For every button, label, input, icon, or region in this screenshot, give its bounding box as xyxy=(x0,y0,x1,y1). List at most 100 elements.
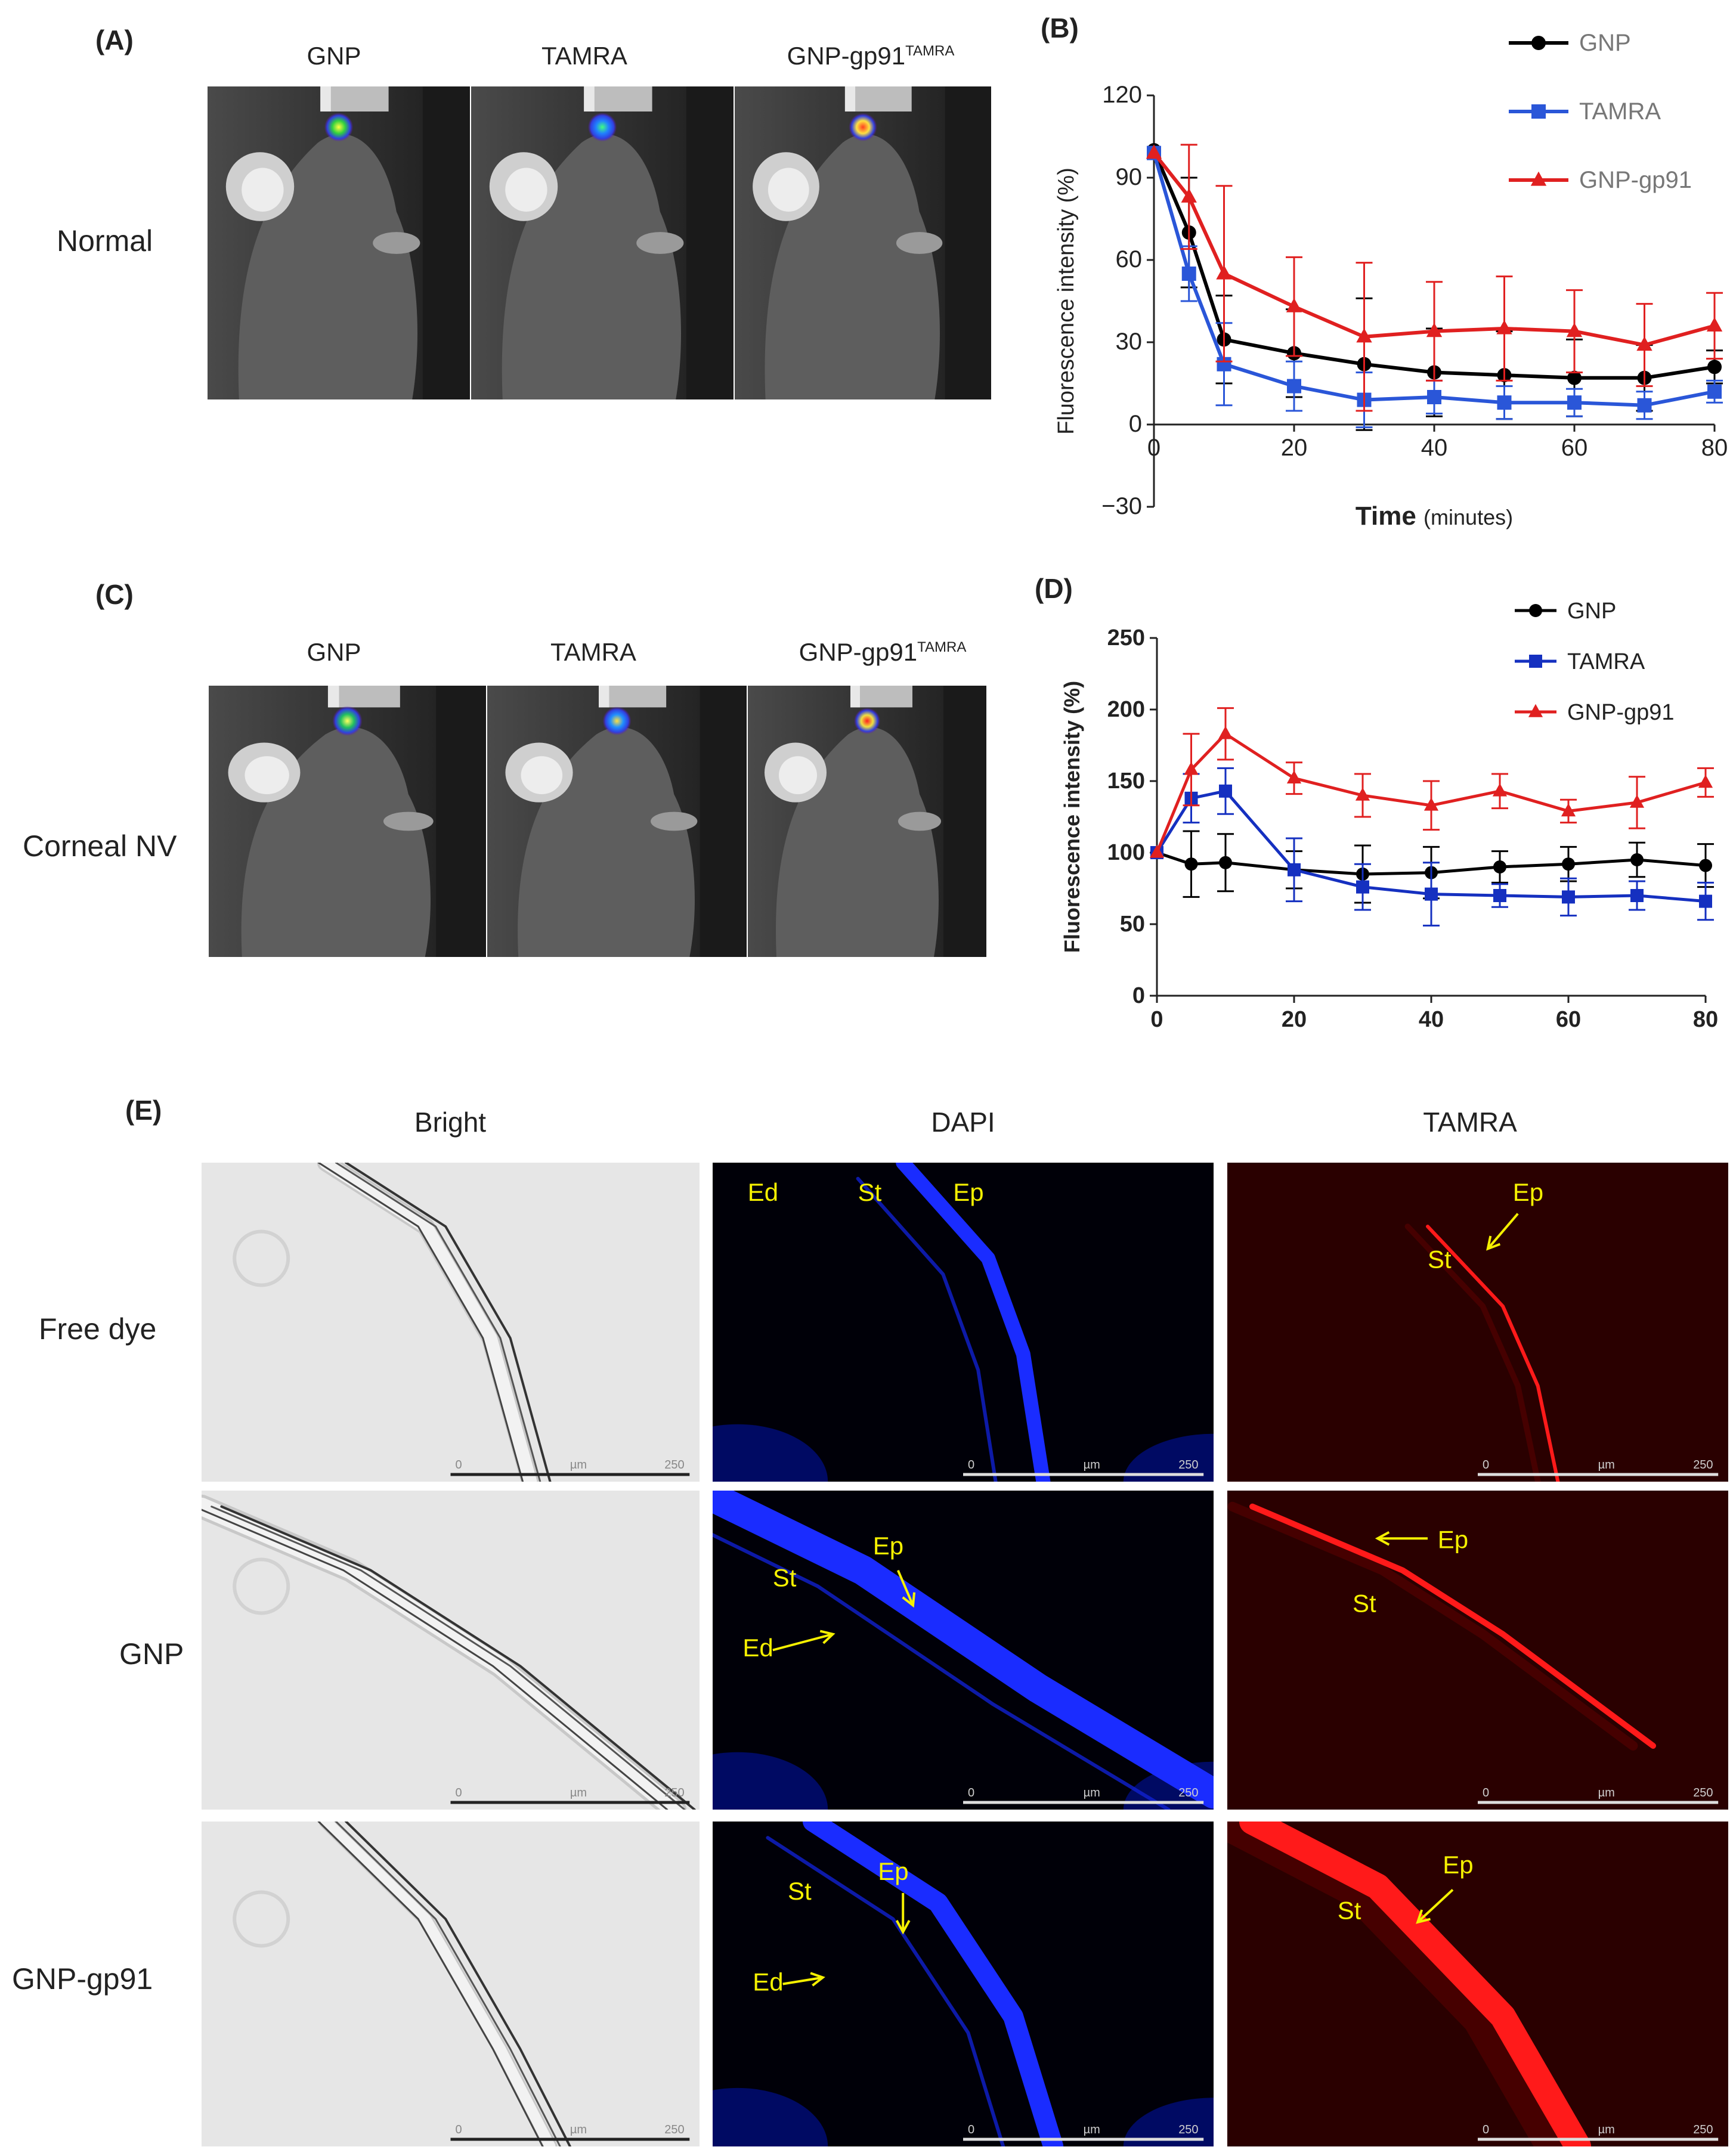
mouse-photo-art xyxy=(208,86,470,399)
y-axis-label: Fluorescence intensity (%) xyxy=(1054,168,1079,435)
scale-bar-label: 0 xyxy=(968,1786,974,1799)
annotation-st: St xyxy=(1428,1246,1452,1274)
tissue-band xyxy=(803,1822,1064,2146)
scale-bar-label: 0 xyxy=(1483,1786,1489,1799)
y-tick-label: 0 xyxy=(1129,411,1142,437)
data-point xyxy=(1561,803,1576,817)
legend-marker xyxy=(1530,171,1547,186)
series-line xyxy=(1152,151,1715,347)
annotation-arrowhead xyxy=(1416,1909,1431,1924)
tissue-band xyxy=(335,1163,541,1482)
mouse-photo-art xyxy=(735,86,991,399)
data-point xyxy=(1567,370,1582,385)
annotation-arrow xyxy=(896,1569,914,1606)
tissue-band xyxy=(896,1163,1051,1482)
data-point xyxy=(1355,787,1370,801)
micrograph-gp91-dapi: 0 µm 250 St Ep Ed xyxy=(713,1822,1214,2146)
annotation-st: St xyxy=(773,1564,797,1592)
y-tick-label: 90 xyxy=(1116,164,1143,190)
data-point xyxy=(1497,395,1512,410)
mouse-image-normal-gnp-gp91 xyxy=(735,86,991,399)
legend-label: TAMRA xyxy=(1567,649,1645,674)
scale-bar-label: µm xyxy=(1598,1458,1615,1472)
annotation-ep: Ep xyxy=(878,1857,908,1885)
tissue-band xyxy=(345,1822,571,2146)
legend-marker xyxy=(1529,604,1542,617)
legend-label: GNP xyxy=(1567,599,1616,624)
data-point xyxy=(1492,783,1508,797)
data-point xyxy=(1423,797,1439,811)
scale-bar-label: 0 xyxy=(1483,2123,1489,2136)
scale-bar-label: 250 xyxy=(1178,2123,1198,2136)
micrograph-art: 0 µm 250 xyxy=(202,1163,700,1482)
x-tick-label: 20 xyxy=(1281,435,1308,461)
data-point xyxy=(1286,770,1302,783)
eye-signal-spot xyxy=(587,113,617,142)
panel-e-col-tamra: TAMRA xyxy=(1423,1107,1517,1138)
y-tick-label: 250 xyxy=(1107,625,1145,650)
panel-a-col-tamra: TAMRA xyxy=(541,42,627,70)
data-point xyxy=(1629,794,1645,808)
tissue-band xyxy=(319,1163,537,1482)
y-tick-label: 100 xyxy=(1107,840,1145,865)
legend: GNP TAMRA GNP-gp91 xyxy=(1515,599,1675,725)
panel-a-col-gnp: GNP xyxy=(307,42,361,70)
data-point xyxy=(1181,267,1196,281)
mouse-image-nv-gnp-gp91 xyxy=(748,686,986,957)
data-point xyxy=(1699,894,1712,908)
series-line xyxy=(1152,152,1715,407)
legend-label: GNP-gp91 xyxy=(1579,167,1692,193)
data-point xyxy=(1288,863,1301,876)
x-axis-label: Time (minutes) xyxy=(1356,501,1513,531)
mouse-photo-art xyxy=(209,686,486,957)
scale-bar-label: µm xyxy=(1598,2123,1615,2136)
annotation-ep: Ep xyxy=(873,1532,903,1560)
panel-c-row-corneal-nv: Corneal NV xyxy=(23,829,177,863)
eye-signal-spot xyxy=(324,113,354,142)
micrograph-gp91-bright: 0 µm 250 xyxy=(202,1822,700,2146)
y-tick-label: 150 xyxy=(1107,769,1145,794)
eye-signal-spot xyxy=(602,707,632,736)
scale-bar-label: 250 xyxy=(1178,1786,1198,1799)
annotation-ed: Ed xyxy=(748,1178,778,1206)
y-tick-label: 50 xyxy=(1120,912,1145,937)
tissue-band xyxy=(1227,1501,1638,1751)
x-tick-label: 60 xyxy=(1561,435,1588,461)
annotation-arrowhead xyxy=(902,1592,916,1608)
tissue-band xyxy=(211,1506,686,1810)
annotation-ep: Ep xyxy=(953,1178,983,1206)
x-tick-label: 60 xyxy=(1556,1007,1581,1032)
tissue-band xyxy=(317,1163,524,1482)
tissue-band xyxy=(317,1822,544,2146)
x-tick-label: 80 xyxy=(1693,1007,1718,1032)
data-point xyxy=(1698,775,1713,788)
panel-c-col-gnp-gp91: GNP-gp91TAMRA xyxy=(799,638,967,666)
annotation-st: St xyxy=(1353,1589,1376,1617)
x-tick-label: 0 xyxy=(1147,435,1161,461)
scale-bar-label: 0 xyxy=(456,1786,462,1799)
legend-marker xyxy=(1531,36,1546,50)
micrograph-gnp-tamra: 0 µm 250 Ep St xyxy=(1227,1491,1728,1810)
annotation-arrow xyxy=(1487,1213,1519,1250)
data-point xyxy=(1562,890,1575,904)
micrograph-gp91-tamra: 0 µm 250 Ep St xyxy=(1227,1822,1728,2146)
scale-bar-label: 250 xyxy=(664,2123,684,2136)
micrograph-art: 0 µm 250 St Ep Ed xyxy=(713,1491,1214,1810)
mouse-image-normal-gnp xyxy=(208,86,470,399)
scale-bar-label: 250 xyxy=(1693,1786,1713,1799)
panel-c-label: (C) xyxy=(95,579,134,610)
scale-bar-label: 0 xyxy=(456,1458,462,1472)
scale-bar-label: 250 xyxy=(1693,2123,1713,2136)
annotation-ep: Ep xyxy=(1438,1525,1468,1553)
data-point xyxy=(1567,395,1582,410)
data-point xyxy=(1630,889,1644,902)
x-tick-label: 20 xyxy=(1282,1007,1307,1032)
debris-ring xyxy=(233,1229,290,1287)
panel-e-row-free-dye: Free dye xyxy=(39,1312,157,1346)
micrograph-art: 0 µm 250 Ep St xyxy=(1227,1822,1728,2146)
micrograph-art: 0 µm 250 xyxy=(202,1491,700,1810)
micrograph-gnp-bright: 0 µm 250 xyxy=(202,1491,700,1810)
y-tick-label: 120 xyxy=(1102,82,1142,108)
data-point xyxy=(1356,328,1372,343)
legend-label: GNP-gp91 xyxy=(1567,700,1675,725)
